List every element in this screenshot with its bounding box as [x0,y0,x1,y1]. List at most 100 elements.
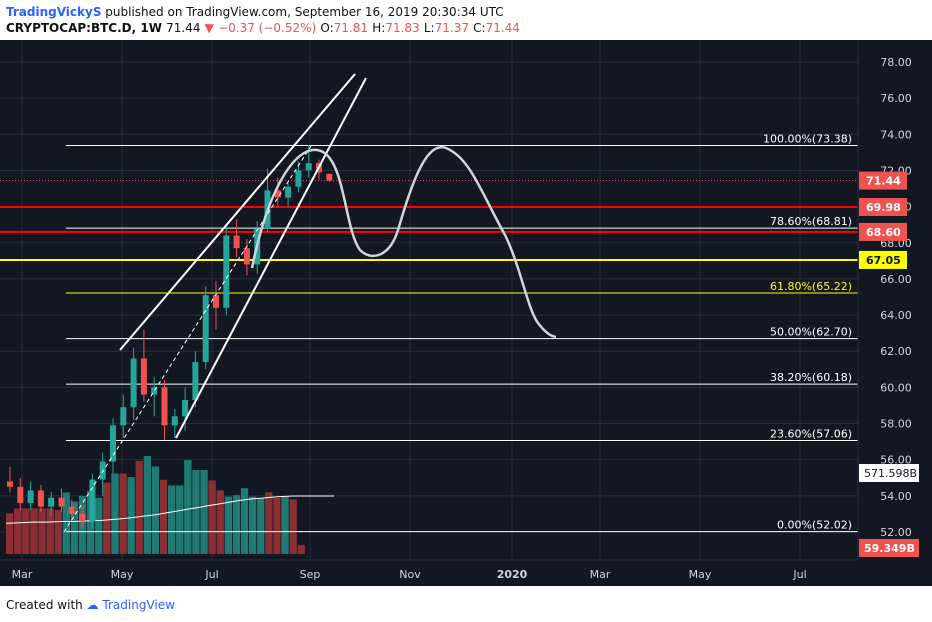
level-label-bg [859,250,907,269]
price-tick: 56.00 [880,454,912,467]
close-label: C: [473,21,486,35]
fib-label: 50.00%(62.70) [770,326,852,339]
volume-bar [232,495,241,554]
grid-lines [0,40,858,560]
volume-ma-label-bg [859,464,919,482]
volume-bar [265,492,273,554]
price-labels: 71.44 69.98 68.60 67.05 571.598B 59.349B [859,171,919,557]
candle-body [233,235,240,249]
volume-bar [281,496,289,554]
volume-bar [249,496,257,554]
candle-body [140,358,147,395]
footer: Created with ☁ TradingView [0,588,932,622]
volume-bar [22,508,30,554]
volume-bar [135,460,143,554]
candlesticks [7,145,333,529]
candle-body [182,400,189,417]
candle-body [17,486,24,504]
volume-bar [95,498,103,554]
author-link[interactable]: TradingVickyS [6,5,102,19]
price-tick: 52.00 [880,526,912,539]
volume-bar [62,492,70,554]
candle-body [151,387,158,395]
candle-body [120,407,127,426]
volume-bar [103,482,111,554]
volume-last-label: 59.349B [864,542,915,555]
volume-bar [14,508,22,554]
fib-label: 23.60%(57.06) [770,428,852,441]
price-tick: 60.00 [880,381,912,394]
level-label: 69.98 [866,201,901,214]
volume-bar [30,508,38,554]
volume-ma-line [5,495,334,524]
open-value: 71.81 [333,21,369,35]
symbol-info: CRYPTOCAP:BTC.D, 1W 71.44 ▼ −0.37 (−0.52… [6,21,520,35]
tradingview-brand[interactable]: TradingView [102,598,175,612]
time-tick: May [111,568,134,581]
high-label: H: [372,21,386,35]
time-axis[interactable] [0,559,932,586]
price-axis[interactable] [857,40,932,586]
volume-bar [200,470,208,554]
candle-body [192,362,199,401]
time-axis-bg [0,560,932,586]
fib-label: 78.60%(68.81) [770,215,852,228]
low-value: 71.37 [434,21,469,35]
volume-bar [297,544,305,554]
volume-bar [240,488,249,554]
candle-body [243,248,250,265]
price-tick: 62.00 [880,345,912,358]
price-tick: 66.00 [880,273,912,286]
horizontal-levels [0,180,858,261]
chart-header: TradingVickyS published on TradingView.c… [0,0,932,40]
projection-curve [250,145,557,339]
volume-bar [289,499,297,554]
time-tick: Mar [590,568,611,581]
volume-bar [257,498,265,554]
tradingview-logo-icon: ☁ [86,598,99,612]
volume-bar [54,509,62,554]
candle-body [202,295,209,363]
price-tick: 76.00 [880,92,912,105]
volume-bar [38,508,46,554]
down-triangle-icon: ▼ [204,21,214,35]
volume-bar [127,477,135,554]
price-tick: 54.00 [880,490,912,503]
candle-body [110,425,116,462]
price-tick: 58.00 [880,418,912,431]
volume-last-label-bg [859,539,919,557]
chart-area[interactable]: 100.00%(73.38) 78.60%(68.81) 61.80%(65.22)… [0,40,932,586]
price-chart[interactable]: 100.00%(73.38) 78.60%(68.81) 61.80%(65.22)… [0,40,932,586]
candle-body [68,506,75,514]
volume-bar [176,485,184,554]
price-change: −0.37 (−0.52%) [218,21,317,35]
candle-body [99,461,106,480]
volume-bar [273,498,281,554]
volume-bar [192,470,200,554]
open-label: O: [320,21,334,35]
candle-body [37,490,44,507]
volume-ma-label: 571.598B [864,467,917,480]
drawings [63,73,557,533]
volume-bar [151,466,160,554]
candle-body [79,513,86,522]
published-text: published on TradingView.com, September … [105,5,504,19]
time-tick: Sep [300,568,321,581]
volume-bar [184,460,192,554]
price-ticks: 52.00 54.00 56.00 58.00 60.00 62.00 64.00 66.00… [880,56,912,539]
candle-body [285,186,292,198]
high-value: 71.83 [385,21,420,35]
time-tick: Jul [792,568,806,581]
publish-info: TradingVickyS published on TradingView.c… [6,5,504,19]
fib-label: 100.00%(73.38) [763,133,852,146]
fib-label: 61.80%(65.22) [770,280,852,293]
candle-body [171,416,178,426]
volume-bar [46,508,54,554]
last-price-label: 71.44 [866,175,901,188]
time-tick: Mar [12,568,33,581]
fib-label: 0.00%(52.02) [777,519,852,532]
price-axis-bg [858,40,932,586]
level-label-bg [859,197,907,216]
volume-bar [6,513,14,554]
candle-body [7,481,13,487]
